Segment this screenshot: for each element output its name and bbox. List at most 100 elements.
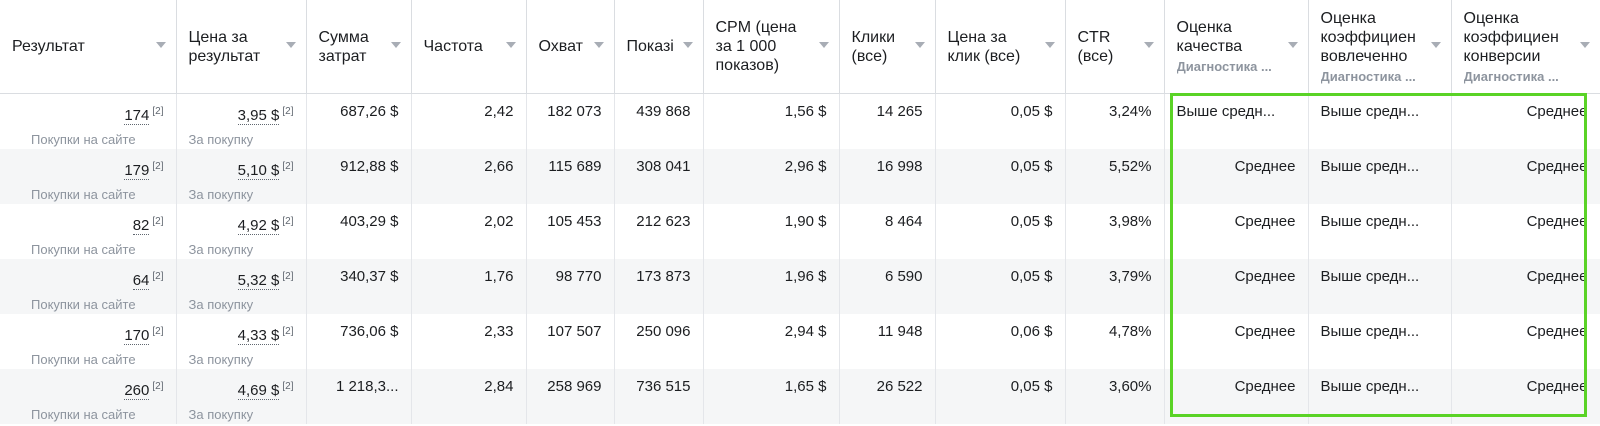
column-header-cpm[interactable]: CPM (цена за 1 000 показов) (703, 0, 840, 94)
column-header-reach[interactable]: Охват (526, 0, 615, 94)
cell-value: 16 998 (876, 158, 923, 175)
sort-caret-icon[interactable] (818, 42, 829, 48)
cell-value: 308 041 (636, 158, 691, 175)
cell-value: Выше средн... (1320, 158, 1420, 175)
result-type-label: Покупки на сайте (31, 297, 136, 312)
cell-value: 98 770 (555, 268, 602, 285)
price-per-result-cell: 5,10 $ [2] За покупку (176, 149, 307, 204)
column-header-cpc-all[interactable]: Цена за клик (все) (935, 0, 1066, 94)
cell-value: 1,56 $ (784, 103, 827, 120)
column-header-title: качества (1176, 38, 1243, 55)
ctr-cell: 3,60% (1065, 369, 1165, 424)
cell-value: 736 515 (636, 378, 691, 395)
clicks-cell: 14 265 (839, 93, 936, 149)
sort-caret-icon[interactable] (682, 42, 693, 48)
cell-value: Выше средн... (1320, 378, 1420, 395)
column-header-clicks-all[interactable]: Клики (все) (839, 0, 936, 94)
column-header-title: Оценка (1176, 19, 1232, 36)
sort-caret-icon[interactable] (1044, 42, 1055, 48)
price-value-link[interactable]: 3,95 $ (237, 107, 280, 125)
frequency-cell: 2,66 (411, 149, 527, 204)
sort-caret-icon[interactable] (505, 42, 516, 48)
frequency-cell: 2,33 (411, 314, 527, 369)
column-header-engagement-rate-ranking[interactable]: Оценка коэффициен вовлеченно Диагностика ..… (1308, 0, 1452, 94)
result-value-link[interactable]: 179 (124, 162, 150, 180)
column-header-title: Результат (12, 38, 85, 55)
sort-caret-icon[interactable] (1143, 42, 1154, 48)
sort-caret-icon[interactable] (1579, 42, 1590, 48)
price-value-link[interactable]: 4,33 $ (237, 327, 280, 345)
result-value-link[interactable]: 174 (124, 107, 150, 125)
sort-caret-icon[interactable] (593, 42, 604, 48)
sort-caret-icon[interactable] (1287, 42, 1298, 48)
quality-ranking-cell: Выше средн... (1164, 93, 1309, 149)
footnote-reference: [2] (152, 271, 164, 282)
column-header-frequency[interactable]: Частота (411, 0, 527, 94)
conversion-ranking-cell: Среднее (1451, 93, 1600, 149)
table-body: 174 [2] Покупки на сайте 3,95 $ [2] За покупк… (0, 93, 1600, 424)
impressions-cell: 439 868 (614, 93, 704, 149)
header-row: Результат Цена за результат Сумма затрат Част… (0, 0, 1600, 94)
column-header-title: (все) (851, 47, 888, 65)
result-value-link[interactable]: 170 (124, 327, 150, 345)
footnote-reference: [2] (282, 161, 294, 172)
column-header-ctr-all[interactable]: CTR (все) (1065, 0, 1165, 94)
price-value-link[interactable]: 4,92 $ (237, 217, 280, 235)
price-per-result-cell: 4,92 $ [2] За покупку (176, 204, 307, 259)
cell-value: Среднее (1234, 158, 1296, 175)
cell-value: 11 948 (877, 323, 923, 340)
column-header-conversion-rate-ranking[interactable]: Оценка коэффициен конверсии Диагностика ... (1451, 0, 1600, 94)
cell-value: 0,06 $ (1010, 323, 1053, 340)
price-type-label: За покупку (188, 187, 254, 202)
column-header-result[interactable]: Результат (0, 0, 177, 94)
engagement-ranking-cell: Выше средн... (1308, 93, 1452, 149)
cell-value: 258 969 (547, 378, 602, 395)
sort-caret-icon[interactable] (1430, 42, 1441, 48)
engagement-ranking-cell: Выше средн... (1308, 204, 1452, 259)
cell-value: 0,05 $ (1010, 378, 1053, 395)
table-row: 179 [2] Покупки на сайте 5,10 $ [2] За покупк… (0, 149, 1600, 204)
table-row: 174 [2] Покупки на сайте 3,95 $ [2] За покупк… (0, 93, 1600, 149)
price-value-link[interactable]: 5,10 $ (237, 162, 280, 180)
sort-caret-icon[interactable] (285, 42, 296, 48)
column-header-title: коэффициен (1320, 28, 1416, 46)
quality-ranking-cell: Среднее (1164, 314, 1309, 369)
footnote-reference: [2] (282, 326, 294, 337)
result-cell: 179 [2] Покупки на сайте (0, 149, 177, 204)
cell-value: 1,76 (484, 268, 514, 285)
column-header-quality-ranking[interactable]: Оценка качества Диагностика ... (1164, 0, 1309, 94)
result-type-label: Покупки на сайте (31, 242, 136, 257)
amount-spent-cell: 403,29 $ (306, 204, 412, 259)
price-type-label: За покупку (188, 407, 254, 422)
sort-caret-icon[interactable] (390, 42, 401, 48)
sort-caret-icon[interactable] (914, 42, 925, 48)
column-header-price-per-result[interactable]: Цена за результат (176, 0, 307, 94)
result-value-link[interactable]: 260 (124, 382, 150, 400)
reach-cell: 115 689 (526, 149, 615, 204)
reach-cell: 182 073 (526, 93, 615, 149)
cell-value: Среднее (1526, 323, 1588, 340)
column-header-impressions[interactable]: Показі (614, 0, 704, 94)
cpm-cell: 2,94 $ (703, 314, 840, 369)
price-value-link[interactable]: 5,32 $ (237, 272, 280, 290)
cell-value: 912,88 $ (340, 158, 399, 175)
cpm-cell: 1,90 $ (703, 204, 840, 259)
footnote-reference: [2] (152, 161, 164, 172)
sort-caret-icon[interactable] (155, 42, 166, 48)
result-value-link[interactable]: 82 (132, 217, 150, 235)
column-header-subtitle: Диагностика ... (1176, 59, 1272, 74)
amount-spent-cell: 1 218,3... (306, 369, 412, 424)
column-header-title: клик (все) (947, 47, 1021, 65)
clicks-cell: 11 948 (839, 314, 936, 369)
price-value-link[interactable]: 4,69 $ (237, 382, 280, 400)
cell-value: 3,98% (1108, 213, 1152, 230)
conversion-ranking-cell: Среднее (1451, 259, 1600, 314)
engagement-ranking-cell: Выше средн... (1308, 149, 1452, 204)
ctr-cell: 5,52% (1065, 149, 1165, 204)
cell-value: 14 265 (876, 103, 923, 120)
column-header-amount-spent[interactable]: Сумма затрат (306, 0, 412, 94)
cpc-cell: 0,05 $ (935, 369, 1066, 424)
conversion-ranking-cell: Среднее (1451, 369, 1600, 424)
cell-value: 250 096 (636, 323, 691, 340)
result-value-link[interactable]: 64 (132, 272, 150, 290)
